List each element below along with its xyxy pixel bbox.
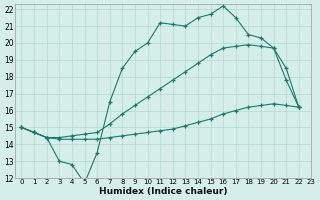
X-axis label: Humidex (Indice chaleur): Humidex (Indice chaleur) (99, 187, 228, 196)
